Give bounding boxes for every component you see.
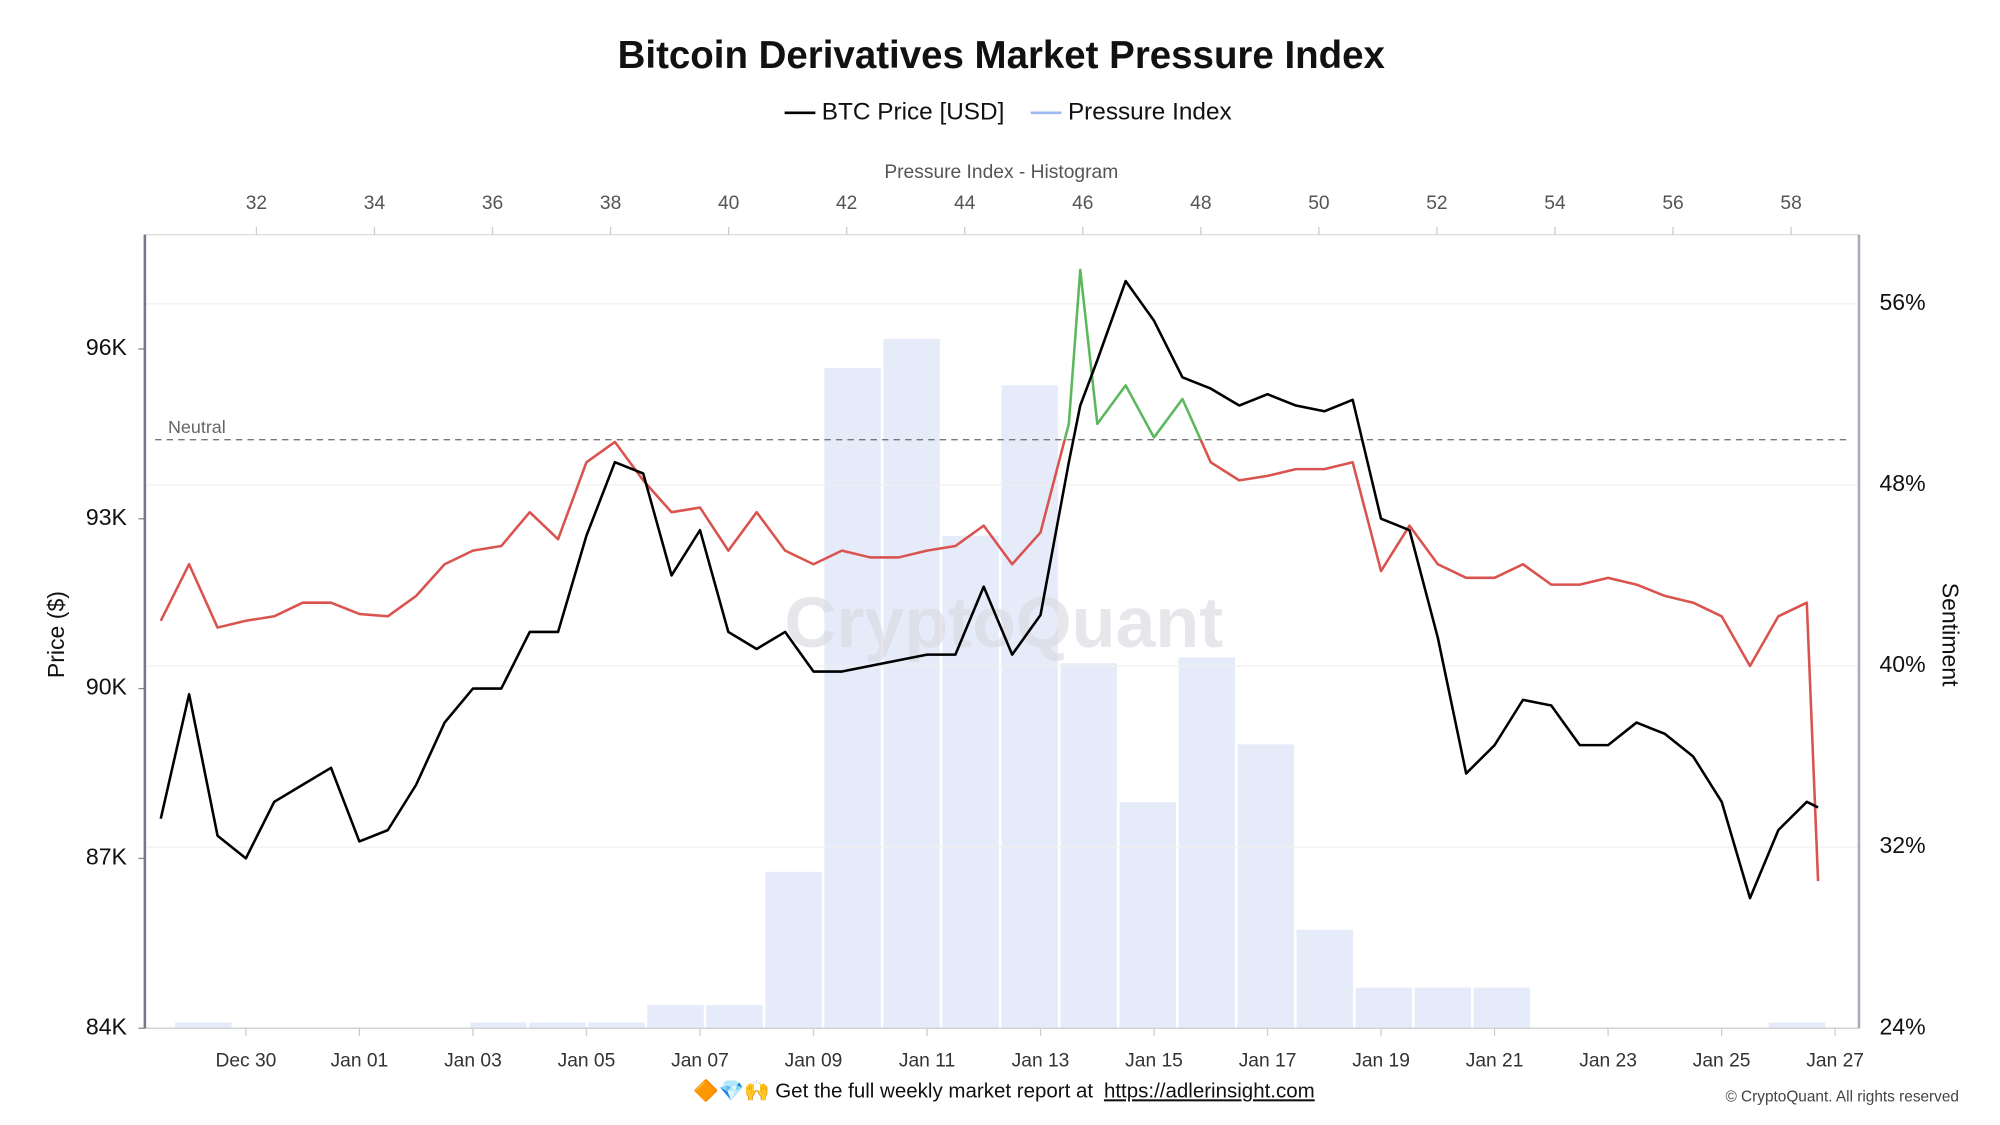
top-tick-label: 40	[718, 193, 739, 214]
histogram-bar	[1001, 385, 1058, 1029]
x-tick-label: Jan 05	[558, 1051, 616, 1072]
top-tick-label: 38	[600, 193, 621, 214]
histogram-bar	[1060, 663, 1117, 1029]
histogram-bar	[1296, 929, 1354, 1029]
histogram-bar	[1473, 987, 1531, 1029]
histogram-bar	[1355, 987, 1413, 1029]
watermark: CryptoQuant	[785, 583, 1224, 663]
y2-tick-label: 40%	[1879, 651, 1925, 677]
x-tick-label: Jan 13	[1012, 1051, 1070, 1072]
y2-axis-title: Sentiment	[1938, 583, 1964, 687]
histogram-bar	[706, 1005, 763, 1029]
y2-tick-label: 56%	[1879, 289, 1925, 315]
histogram-bar	[1768, 1022, 1826, 1029]
histogram-bar	[765, 871, 822, 1029]
x-tick-label: Jan 03	[444, 1051, 502, 1072]
x-tick-label: Dec 30	[215, 1051, 276, 1072]
legend-label: Pressure Index	[1068, 98, 1232, 125]
y-tick-label: 87K	[86, 843, 128, 869]
y2-tick-label: 32%	[1879, 832, 1925, 858]
histogram-axis-title: Pressure Index - Histogram	[884, 162, 1118, 183]
top-tick-label: 58	[1780, 193, 1801, 214]
y-tick-label: 84K	[86, 1013, 128, 1039]
histogram-bar	[470, 1022, 527, 1029]
x-tick-label: Jan 11	[899, 1051, 955, 1072]
x-tick-label: Jan 27	[1806, 1051, 1864, 1072]
x-tick-label: Jan 17	[1239, 1051, 1297, 1072]
y-tick-label: 93K	[86, 504, 128, 530]
top-tick-label: 54	[1544, 193, 1566, 214]
histogram-bar	[824, 367, 881, 1029]
credit: © CryptoQuant. All rights reserved	[1725, 1088, 1959, 1105]
histogram-bar	[1178, 657, 1235, 1029]
neutral-label: Neutral	[168, 417, 226, 437]
x-tick-label: Jan 25	[1693, 1051, 1751, 1072]
footer-link[interactable]: https://adlerinsight.com	[1104, 1080, 1315, 1103]
x-tick-label: Jan 07	[671, 1051, 729, 1072]
footer-text: 🔶💎🙌 Get the full weekly market report at	[693, 1079, 1093, 1103]
top-tick-label: 50	[1308, 193, 1329, 214]
y2-tick-label: 48%	[1879, 470, 1925, 496]
histogram-bar	[1119, 802, 1176, 1029]
histogram-bar	[175, 1022, 232, 1029]
histogram-bar	[647, 1005, 704, 1029]
chart-title: Bitcoin Derivatives Market Pressure Inde…	[618, 34, 1386, 77]
histogram-bar	[1414, 987, 1472, 1029]
top-tick-label: 44	[954, 193, 976, 214]
x-tick-label: Jan 15	[1125, 1051, 1183, 1072]
y-tick-label: 96K	[86, 334, 128, 360]
top-tick-label: 56	[1662, 193, 1683, 214]
y-axis-title: Price ($)	[43, 591, 69, 678]
y-tick-label: 90K	[86, 674, 128, 700]
top-tick-label: 36	[482, 193, 503, 214]
x-tick-label: Jan 23	[1579, 1051, 1637, 1072]
histogram-bar	[588, 1022, 645, 1029]
footer: 🔶💎🙌 Get the full weekly market report at…	[693, 1079, 1315, 1103]
top-tick-label: 46	[1072, 193, 1093, 214]
top-tick-label: 52	[1426, 193, 1447, 214]
top-tick-label: 42	[836, 193, 857, 214]
top-tick-label: 48	[1190, 193, 1211, 214]
histogram-bar	[1237, 744, 1294, 1029]
x-tick-label: Jan 19	[1352, 1051, 1410, 1072]
x-tick-label: Jan 21	[1466, 1051, 1524, 1072]
top-tick-label: 34	[364, 193, 386, 214]
top-tick-label: 32	[246, 193, 267, 214]
y2-tick-label: 24%	[1879, 1013, 1925, 1039]
histogram-bar	[529, 1022, 586, 1029]
x-tick-label: Jan 09	[785, 1051, 843, 1072]
histogram-bar	[883, 338, 940, 1029]
series-line	[159, 279, 1819, 900]
series-line	[159, 268, 1820, 882]
x-tick-label: Jan 01	[331, 1051, 389, 1072]
legend-label: BTC Price [USD]	[822, 98, 1005, 125]
